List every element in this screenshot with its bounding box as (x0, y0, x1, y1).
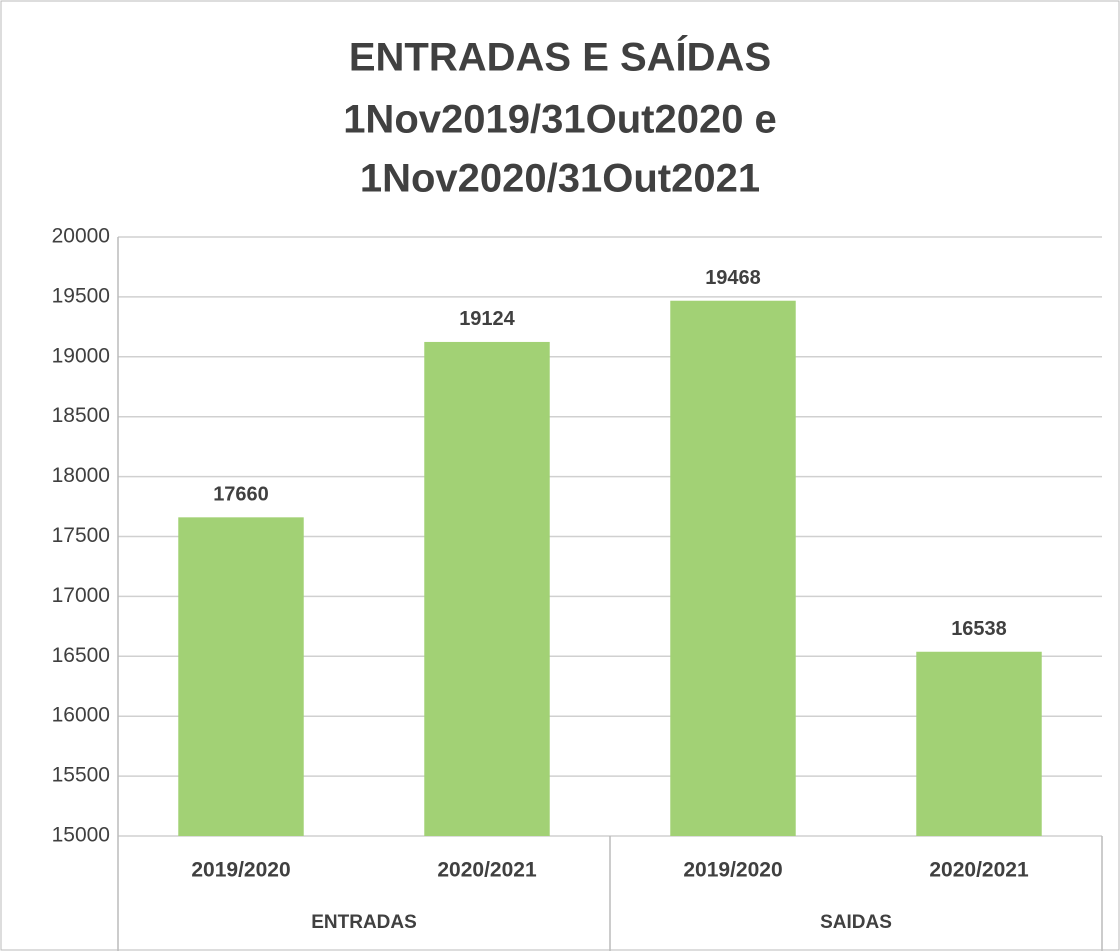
chart-title: 1Nov2020/31Out2021 (360, 157, 760, 201)
bar (916, 651, 1042, 836)
x-tick-label: 2020/2021 (437, 859, 537, 882)
group-label: ENTRADAS (311, 912, 417, 933)
y-tick-label: 18000 (52, 464, 110, 487)
y-tick-label: 15500 (52, 764, 110, 787)
value-label: 19124 (459, 308, 515, 330)
bar (670, 300, 796, 836)
x-tick-label: 2019/2020 (683, 859, 782, 882)
y-tick-label: 16500 (52, 644, 110, 667)
y-tick-label: 19500 (52, 284, 110, 307)
chart-title: ENTRADAS E SAÍDAS (349, 35, 771, 80)
group-label: SAIDAS (820, 912, 892, 933)
y-tick-label: 15000 (52, 824, 110, 847)
y-tick-label: 18500 (52, 404, 110, 427)
bar (178, 517, 304, 836)
x-tick-label: 2020/2021 (929, 859, 1029, 882)
y-tick-label: 16000 (52, 704, 110, 727)
y-tick-label: 17500 (52, 524, 110, 547)
chart-title: 1Nov2019/31Out2020 e (343, 98, 777, 142)
value-label: 16538 (951, 618, 1007, 640)
y-tick-label: 17000 (52, 584, 110, 607)
x-tick-label: 2019/2020 (191, 859, 290, 882)
value-label: 17660 (213, 484, 269, 506)
value-label: 19468 (705, 267, 761, 289)
bar (424, 341, 550, 836)
y-tick-label: 20000 (52, 225, 110, 248)
y-tick-label: 19000 (52, 344, 110, 367)
